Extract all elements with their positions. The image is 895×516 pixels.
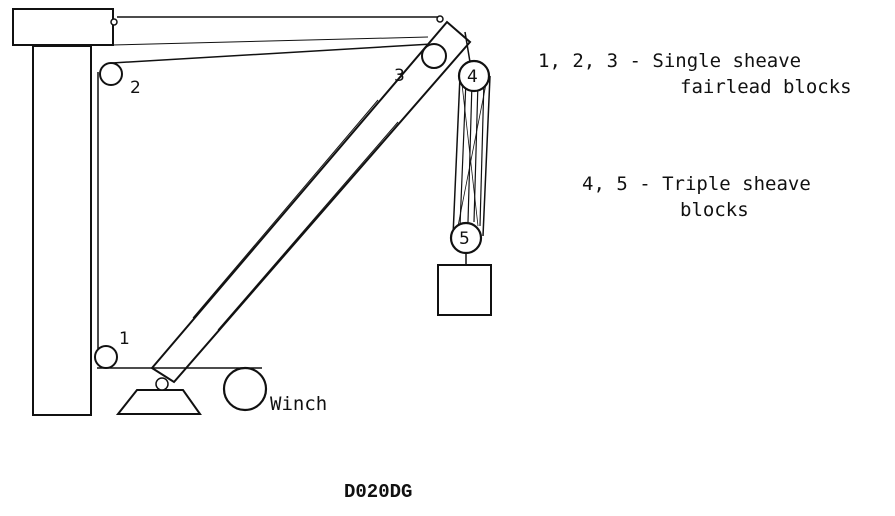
tackle-fall	[473, 81, 479, 223]
tackle-fall	[459, 79, 467, 227]
figure-caption: D020DG	[344, 481, 412, 503]
legend-triple-sheave-line1: 4, 5 - Triple sheave	[582, 173, 811, 195]
mast-head-box	[12, 8, 114, 46]
sheave-block-2	[99, 62, 123, 86]
boom-base	[115, 389, 202, 415]
label-block-1: 1	[119, 329, 130, 349]
label-block-3: 3	[394, 66, 405, 86]
legend-triple-sheave-line2: blocks	[680, 199, 749, 221]
label-winch: Winch	[270, 393, 327, 415]
load-box	[437, 264, 492, 316]
mast-head-pin	[110, 18, 118, 26]
boom	[150, 20, 472, 384]
boom-inner-line-upper	[192, 99, 379, 319]
legend: 1, 2, 3 - Single sheave fairlead blocks …	[538, 50, 852, 221]
label-block-5: 5	[459, 229, 470, 249]
boom-foot-pivot	[155, 377, 169, 391]
tackle-fall	[482, 75, 491, 237]
sheave-block-1	[94, 345, 118, 369]
tackle-fall	[479, 79, 485, 227]
label-block-4: 4	[467, 67, 478, 87]
boom-tip-pin	[436, 15, 444, 23]
label-block-2: 2	[130, 78, 141, 98]
tackle-fall	[461, 83, 479, 227]
winch-drum	[222, 366, 268, 412]
tackle-falls	[452, 75, 491, 237]
tackle-fall	[457, 83, 487, 227]
rope-headbox-to-3	[111, 36, 429, 46]
sheave-block-4	[457, 59, 491, 93]
boom-inner-line-lower	[217, 121, 399, 331]
mast-post	[32, 45, 92, 416]
legend-single-sheave-line2: fairlead blocks	[680, 76, 852, 98]
rope-3-to-4	[464, 31, 471, 63]
sheave-block-3	[421, 43, 447, 69]
rope-2-to-3	[111, 43, 433, 64]
tackle-fall	[452, 75, 461, 237]
legend-single-sheave-line1: 1, 2, 3 - Single sheave	[538, 50, 801, 72]
